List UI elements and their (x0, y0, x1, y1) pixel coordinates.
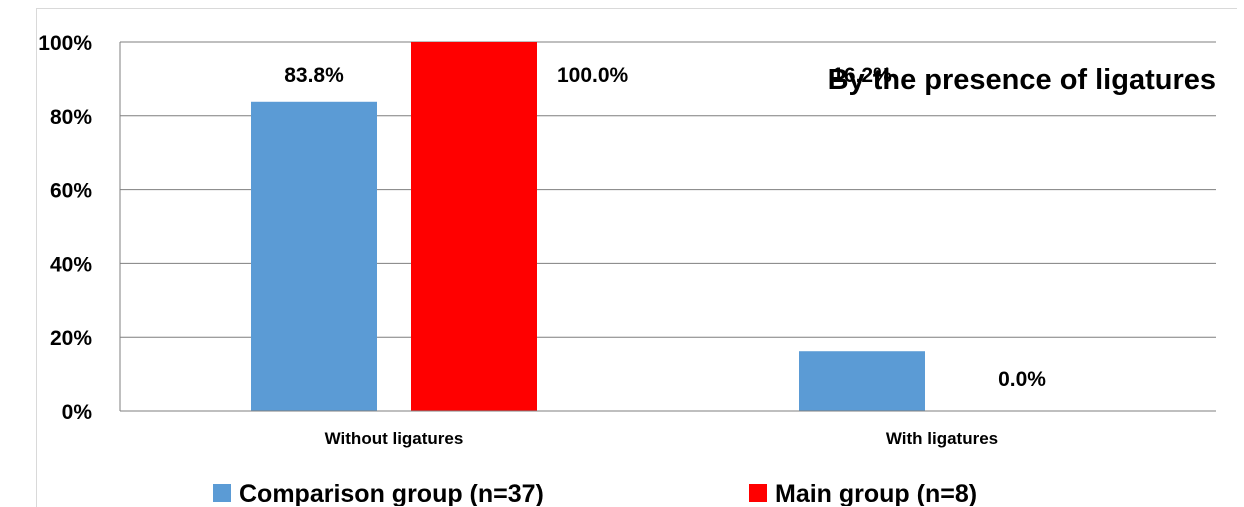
legend-swatch (213, 484, 231, 502)
legend-label: Main group (n=8) (775, 480, 977, 506)
y-tick-label: 40% (50, 253, 92, 276)
y-tick-label: 0% (62, 401, 93, 424)
data-label: 16.2% (832, 64, 892, 87)
data-labels: 83.8% 100.0% 16.2% 0.0% (284, 64, 1046, 391)
data-label: 83.8% (284, 64, 344, 87)
y-tick-label: 20% (50, 327, 92, 350)
bar (799, 351, 925, 411)
y-tick-label: 80% (50, 106, 92, 129)
data-label: 0.0% (998, 368, 1046, 391)
legend-swatch (749, 484, 767, 502)
y-tick-label: 60% (50, 180, 92, 203)
chart-frame (36, 8, 1237, 507)
data-label: 100.0% (557, 64, 629, 87)
bar (411, 42, 537, 411)
chart-title: By the presence of ligatures (828, 64, 1216, 96)
bars (251, 42, 925, 411)
x-tick-label: Without ligatures (325, 429, 464, 448)
axes: 0% 20% 40% 60% 80% 100% Without ligatures With … (38, 32, 1216, 448)
x-tick-label: With ligatures (886, 429, 998, 448)
legend-label: Comparison group (n=37) (239, 480, 544, 506)
y-tick-label: 100% (38, 32, 92, 55)
bar (251, 101, 377, 411)
legend: Comparison group (n=37) Main group (n=8) (213, 480, 977, 506)
